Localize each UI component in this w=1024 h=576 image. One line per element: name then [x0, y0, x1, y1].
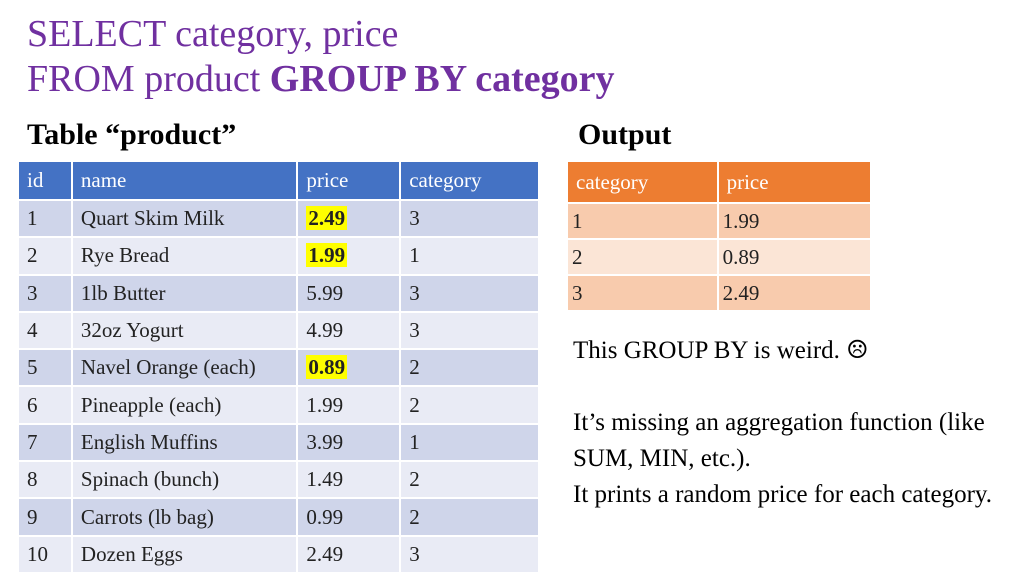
- output-table-row: 2 0.89: [568, 238, 873, 275]
- note-explanation: It’s missing an aggregation function (li…: [573, 405, 993, 513]
- cell-name: Spinach (bunch): [71, 460, 299, 499]
- product-table: id name price category 1 Quart Skim Milk 2…: [19, 162, 540, 572]
- output-table-header: category price: [568, 162, 873, 203]
- cell-name: Navel Orange (each): [71, 348, 299, 387]
- output-table-row: 1 1.99: [568, 202, 873, 239]
- column-header-category: category: [400, 162, 540, 200]
- cell-category: 1: [400, 422, 540, 462]
- cell-id: 2: [19, 236, 73, 275]
- note-random-price: It prints a random price for each catego…: [573, 481, 993, 508]
- table-row: 5 Navel Orange (each) 0.89 2: [19, 348, 540, 387]
- output-column-header-category: category: [568, 162, 719, 203]
- cell-name: 32oz Yogurt: [71, 310, 299, 350]
- cell-category: 3: [400, 198, 540, 238]
- cell-category: 3: [400, 310, 540, 350]
- cell-category: 3: [400, 273, 540, 312]
- cell-category: 2: [400, 460, 540, 499]
- highlighted-price: 1.99: [306, 243, 348, 268]
- table-row: 10 Dozen Eggs 2.49 3: [19, 534, 540, 572]
- cell-name: Rye Bread: [71, 236, 299, 275]
- cell-name: Dozen Eggs: [71, 534, 299, 572]
- table-row: 4 32oz Yogurt 4.99 3: [19, 310, 540, 350]
- cell-name: 1lb Butter: [71, 273, 299, 312]
- cell-id: 3: [19, 273, 73, 312]
- table-row: 2 Rye Bread 1.99 1: [19, 236, 540, 275]
- table-row: 6 Pineapple (each) 1.99 2: [19, 385, 540, 424]
- highlighted-price: 0.89: [306, 355, 348, 380]
- cell-category: 3: [400, 534, 540, 572]
- column-header-name: name: [71, 162, 299, 200]
- cell-id: 9: [19, 497, 73, 536]
- cell-price: 0.89: [297, 348, 402, 387]
- cell-price: 5.99: [297, 273, 402, 312]
- cell-price: 3.99: [297, 422, 402, 462]
- cell-category: 2: [400, 497, 540, 536]
- cell-id: 7: [19, 422, 73, 462]
- cell-category: 2: [400, 348, 540, 387]
- table-row: 7 English Muffins 3.99 1: [19, 422, 540, 462]
- output-column-header-price: price: [717, 162, 873, 203]
- cell-name: English Muffins: [71, 422, 299, 462]
- output-cell-price: 0.89: [717, 238, 873, 275]
- cell-id: 6: [19, 385, 73, 424]
- output-table-heading: Output: [578, 118, 672, 151]
- cell-price: 0.99: [297, 497, 402, 536]
- note-weird: This GROUP BY is weird. ☹: [573, 337, 869, 364]
- output-cell-price: 2.49: [717, 274, 873, 310]
- table-row: 1 Quart Skim Milk 2.49 3: [19, 198, 540, 238]
- output-cell-category: 2: [568, 238, 719, 275]
- note-missing-aggregation: It’s missing an aggregation function (li…: [573, 409, 985, 472]
- cell-price: 2.49: [297, 198, 402, 238]
- title-line-2: FROM product GROUP BY category: [27, 57, 615, 102]
- output-table: category price 1 1.99 2 0.89 3 2.49: [568, 162, 873, 310]
- cell-name: Carrots (lb bag): [71, 497, 299, 536]
- cell-id: 5: [19, 348, 73, 387]
- cell-price: 2.49: [297, 534, 402, 572]
- product-table-header: id name price category: [19, 162, 540, 200]
- column-header-id: id: [19, 162, 73, 200]
- cell-name: Pineapple (each): [71, 385, 299, 424]
- cell-price: 1.49: [297, 460, 402, 499]
- title-line-2-prefix: FROM product: [27, 58, 270, 100]
- cell-category: 2: [400, 385, 540, 424]
- cell-price: 4.99: [297, 310, 402, 350]
- cell-id: 8: [19, 460, 73, 499]
- cell-category: 1: [400, 236, 540, 275]
- output-cell-category: 1: [568, 202, 719, 239]
- title-line-2-bold: GROUP BY category: [269, 58, 615, 100]
- title-line-1: SELECT category, price: [27, 13, 399, 55]
- column-header-price: price: [297, 162, 402, 200]
- output-table-row: 3 2.49: [568, 274, 873, 310]
- output-cell-price: 1.99: [717, 202, 873, 239]
- slide-title: SELECT category, price FROM product GROU…: [27, 12, 615, 102]
- cell-price: 1.99: [297, 385, 402, 424]
- cell-name: Quart Skim Milk: [71, 198, 299, 238]
- cell-id: 10: [19, 534, 73, 572]
- cell-id: 4: [19, 310, 73, 350]
- output-cell-category: 3: [568, 274, 719, 310]
- product-table-heading: Table “product”: [27, 118, 237, 151]
- cell-id: 1: [19, 198, 73, 238]
- table-row: 9 Carrots (lb bag) 0.99 2: [19, 497, 540, 536]
- table-row: 3 1lb Butter 5.99 3: [19, 273, 540, 312]
- table-row: 8 Spinach (bunch) 1.49 2: [19, 460, 540, 499]
- cell-price: 1.99: [297, 236, 402, 275]
- highlighted-price: 2.49: [306, 206, 348, 231]
